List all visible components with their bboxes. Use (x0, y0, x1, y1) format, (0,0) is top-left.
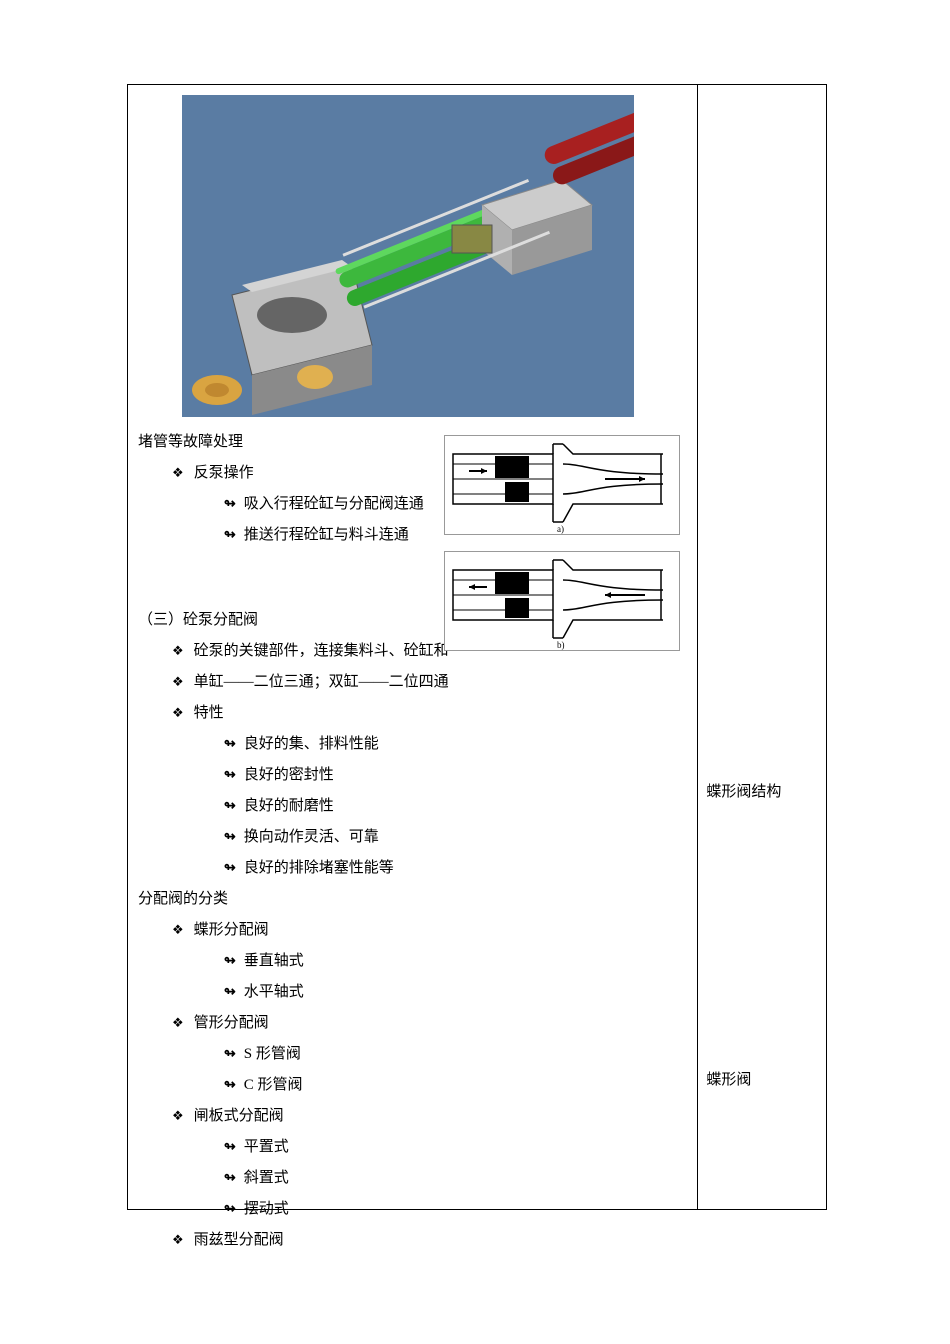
char-0: 良好的集、排料性能 (138, 729, 689, 760)
section3-item-1: 单缸——二位三通；双缸——二位四通 (138, 667, 689, 698)
valve-0-sub-1: 水平轴式 (138, 977, 689, 1008)
valve-1-sub-1: C 形管阀 (138, 1070, 689, 1101)
valve-diagram-1: a) (444, 435, 680, 535)
char-3: 换向动作灵活、可靠 (138, 822, 689, 853)
valve-1-sub-0: S 形管阀 (138, 1039, 689, 1070)
right-label-structure: 蝶形阀结构 (706, 779, 781, 806)
classification-title: 分配阀的分类 (138, 884, 689, 915)
valve-2-sub-1: 斜置式 (138, 1163, 689, 1194)
valve-type-1: 管形分配阀 (138, 1008, 689, 1039)
valve-diagram-2: b) (444, 551, 680, 651)
char-1: 良好的密封性 (138, 760, 689, 791)
table-frame: a) (127, 84, 827, 1210)
valve-2-sub-2: 摆动式 (138, 1194, 689, 1225)
right-label-valve: 蝶形阀 (706, 1067, 751, 1094)
pump-3d-image (182, 95, 634, 417)
page-container: a) (0, 0, 950, 1344)
svg-text:a): a) (557, 524, 564, 534)
char-2: 良好的耐磨性 (138, 791, 689, 822)
valve-2-sub-0: 平置式 (138, 1132, 689, 1163)
reverse-pump-text: 反泵操作 (194, 465, 254, 481)
valve-0-sub-0: 垂直轴式 (138, 946, 689, 977)
diagram2-svg: b) (445, 552, 679, 650)
valve-type-0: 蝶形分配阀 (138, 915, 689, 946)
diagram1-svg: a) (445, 436, 679, 534)
right-column: 蝶形阀结构 蝶形阀 (698, 85, 826, 1209)
pump-svg (182, 95, 634, 417)
left-column: a) (128, 85, 698, 1209)
svg-text:b): b) (557, 640, 565, 650)
valve-type-2: 闸板式分配阀 (138, 1101, 689, 1132)
valve-type-3: 雨兹型分配阀 (138, 1225, 689, 1256)
char-4: 良好的排除堵塞性能等 (138, 853, 689, 884)
section3-item-2: 特性 (138, 698, 689, 729)
